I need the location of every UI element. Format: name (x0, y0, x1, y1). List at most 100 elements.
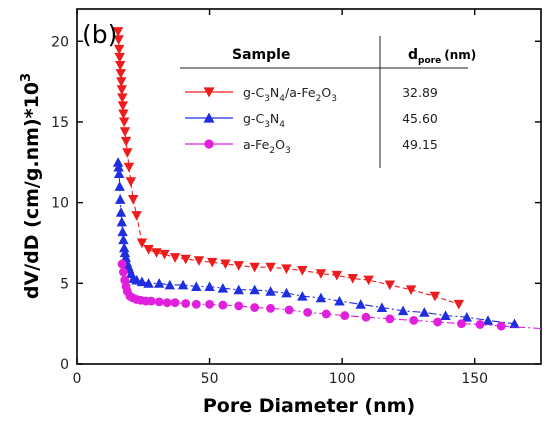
data-point (284, 305, 294, 315)
legend-label-part: 3 (331, 94, 337, 104)
legend-label-part: O (275, 137, 285, 152)
data-point (249, 284, 260, 295)
data-point (116, 77, 127, 87)
table-header-dpore: dpore (nm) (408, 47, 476, 66)
series-0 (112, 27, 465, 310)
data-point (334, 295, 345, 306)
data-point (303, 307, 313, 317)
data-point (169, 253, 181, 263)
data-point (113, 161, 124, 172)
data-point (385, 314, 395, 324)
data-point (347, 274, 358, 284)
legend-marker (203, 112, 215, 123)
legend-label-part: 2 (316, 94, 322, 104)
legend-label-part: 2 (269, 146, 275, 156)
y-axis-title: dV/dD (cm/g.nm)*103 (19, 73, 43, 299)
legend-rows: g-C3N4/a-Fe2O3 32.89g-C3N4 45.60a-Fe2O3 49.… (185, 85, 438, 156)
data-point (177, 279, 189, 290)
data-point (143, 278, 154, 288)
data-point (131, 211, 142, 221)
data-point (114, 181, 125, 191)
x-axis-title: Pore Diameter (nm) (203, 395, 415, 417)
data-point (207, 257, 218, 268)
data-point (204, 281, 215, 291)
data-point (191, 299, 201, 309)
legend-label-part: O (321, 85, 331, 100)
legend-label-part: 4 (279, 120, 285, 130)
legend-label-part: g-C (243, 85, 264, 100)
data-point (440, 310, 451, 321)
legend-label-part: /a-Fe (285, 85, 316, 100)
legend-marker (203, 87, 215, 98)
data-point (297, 291, 308, 301)
data-point (355, 299, 366, 309)
series-line-tail (501, 325, 542, 330)
data-point (233, 284, 244, 295)
data-point (205, 299, 214, 309)
data-point (181, 299, 191, 308)
dpore-sub: pore (418, 56, 441, 66)
data-point (153, 278, 165, 288)
dpore-unit: (nm) (444, 48, 476, 62)
dpore-value: 49.15 (402, 137, 438, 152)
data-point (125, 177, 137, 187)
data-point (120, 252, 131, 262)
data-point (117, 226, 128, 237)
data-point (191, 281, 202, 291)
legend-label-part: g-C (243, 111, 264, 126)
data-point (115, 194, 126, 204)
series-layer (112, 27, 542, 331)
data-point (281, 264, 292, 274)
data-point (233, 261, 244, 271)
x-tick-label: 150 (461, 371, 488, 387)
data-point (128, 194, 139, 205)
dpore-main: d (408, 47, 418, 63)
y-tick-label: 20 (51, 34, 69, 50)
data-point (120, 136, 132, 147)
legend-label-part: N (270, 111, 279, 126)
legend-label-part: 3 (264, 94, 270, 104)
legend-label-part: 3 (285, 146, 291, 156)
data-point (409, 316, 419, 325)
data-point (162, 298, 172, 308)
x-tick-label: 0 (73, 371, 82, 387)
data-point (315, 269, 327, 279)
data-point (118, 267, 128, 277)
data-point (118, 109, 129, 120)
legend-label: g-C3N4/a-Fe2O3 (243, 85, 337, 104)
data-point (482, 315, 494, 325)
data-point (397, 305, 409, 316)
x-tick-label: 100 (329, 371, 356, 387)
data-point (112, 27, 124, 37)
x-axis-ticks: 0 50 100 150 (73, 9, 488, 387)
data-point (180, 254, 191, 265)
y-axis-title-main: dV/dD (cm/g.nm)*10 (21, 82, 43, 299)
data-point (113, 35, 124, 45)
series-2 (117, 259, 506, 331)
data-point (117, 101, 129, 112)
data-point (281, 287, 292, 298)
data-point (117, 93, 128, 103)
data-point (363, 275, 374, 286)
data-point (113, 44, 125, 55)
data-point (266, 303, 275, 313)
data-point (265, 262, 276, 273)
data-point (143, 245, 154, 255)
data-point (116, 85, 128, 95)
x-tick-label: 50 (201, 371, 219, 387)
data-point (113, 168, 125, 179)
data-point (250, 303, 260, 312)
data-point (405, 285, 417, 295)
data-point (154, 297, 164, 307)
dpore-value: 32.89 (402, 85, 438, 100)
y-axis-title-exp: 3 (19, 73, 34, 82)
data-point (118, 234, 129, 245)
y-axis-ticks: 0 5 10 15 20 (51, 34, 541, 373)
data-point (340, 311, 350, 321)
data-point (123, 162, 135, 173)
data-point (376, 302, 388, 312)
data-point (146, 296, 156, 306)
data-point (433, 317, 443, 327)
series-1 (112, 157, 520, 329)
